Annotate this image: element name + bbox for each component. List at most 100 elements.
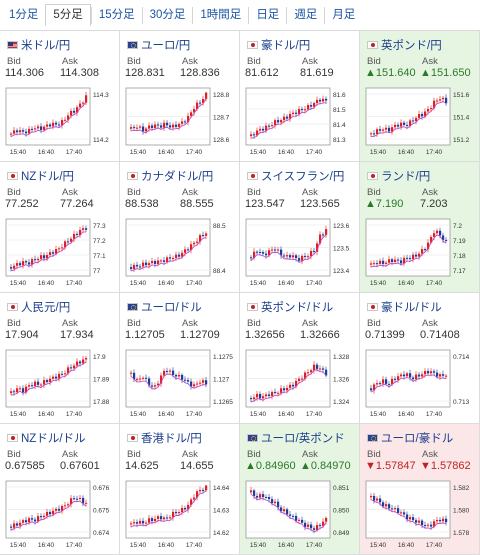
mini-chart[interactable]: 1.582 1.580 1.578 15:40 16:40 17:40	[364, 478, 476, 554]
rate-card[interactable]: 香港ドル/円 Bid Ask 14.625 14.655 14.64 14.63 14.62 1…	[120, 424, 240, 555]
candle-body	[421, 249, 424, 254]
pair-link[interactable]: カナダドル/円	[127, 168, 213, 184]
pair-link[interactable]: 豪ドル/円	[247, 37, 310, 53]
rate-card[interactable]: カナダドル/円 Bid Ask 88.538 88.555 88.5 88.4 15:40 16…	[120, 162, 240, 293]
candle-body	[199, 102, 202, 104]
pair-name[interactable]: 英ポンド/ドル	[261, 302, 334, 314]
rate-card[interactable]: ユーロ/円 Bid Ask 128.831 128.836 128.8 128.7 128.6…	[120, 31, 240, 162]
candle-body	[406, 514, 409, 520]
pair-name[interactable]: NZドル/ドル	[21, 433, 86, 445]
rate-card[interactable]: ランド/円 Bid Ask ▲7.190 7.203 7.2 7.19 7.18 7.17 15:…	[360, 162, 480, 293]
pair-link[interactable]: 人民元/円	[7, 299, 70, 315]
ask-label: Ask	[302, 56, 318, 67]
candle-body	[322, 234, 325, 236]
mini-chart[interactable]: 114.3 114.2 15:40 16:40 17:40	[4, 85, 116, 161]
pair-name[interactable]: 香港ドル/円	[141, 433, 202, 445]
tab-7[interactable]: 月足	[324, 6, 362, 24]
candle-body	[31, 259, 34, 265]
rate-card[interactable]: 米ドル/円 Bid Ask 114.306 114.308 114.3 114.2 15:40…	[0, 31, 120, 162]
candle-body	[22, 520, 25, 523]
mini-chart[interactable]: 7.2 7.19 7.18 7.17 15:40 16:40 17:40	[364, 216, 476, 292]
pair-link[interactable]: NZドル/ドル	[7, 430, 86, 446]
pair-name[interactable]: ユーロ/豪ドル	[381, 433, 454, 445]
mini-chart[interactable]: 81.6 81.5 81.4 81.3 15:40 16:40 17:40	[244, 85, 356, 161]
pair-link[interactable]: ユーロ/円	[127, 37, 190, 53]
candle-body	[394, 378, 397, 380]
candle-body	[424, 111, 427, 117]
pair-link[interactable]: ユーロ/ドル	[127, 299, 202, 315]
rate-card[interactable]: 豪ドル/円 Bid Ask 81.612 81.619 81.6 81.5 81.4 81.3 1…	[240, 31, 360, 162]
candle-body	[265, 394, 268, 397]
pair-name[interactable]: ユーロ/円	[141, 40, 191, 52]
tab-1[interactable]: 5分足	[45, 4, 91, 26]
candle-body	[70, 498, 73, 505]
candle-body	[388, 504, 391, 509]
tab-6[interactable]: 週足	[286, 6, 324, 24]
mini-chart[interactable]: 151.6 151.4 151.2 15:40 16:40 17:40	[364, 85, 476, 161]
pair-link[interactable]: 英ポンド/円	[367, 37, 442, 53]
candle-body	[442, 235, 445, 240]
pair-name[interactable]: 豪ドル/ドル	[381, 302, 442, 314]
rate-card[interactable]: ユーロ/豪ドル Bid Ask ▼1.57847 ▼1.57862 1.582 1.580 1…	[360, 424, 480, 555]
mini-chart[interactable]: 0.714 0.713 15:40 16:40 17:40	[364, 347, 476, 423]
pair-link[interactable]: 香港ドル/円	[127, 430, 202, 446]
mini-chart[interactable]: 77.3 77.2 77.1 77 15:40 16:40 17:40	[4, 216, 116, 292]
y-tick-label: 151.6	[453, 92, 470, 99]
pair-link[interactable]: 米ドル/円	[7, 37, 70, 53]
pair-link[interactable]: ユーロ/豪ドル	[367, 430, 453, 446]
mini-chart[interactable]: 1.328 1.326 1.324 15:40 16:40 17:40	[244, 347, 356, 423]
tab-0[interactable]: 1分足	[9, 8, 39, 21]
pair-link[interactable]: 豪ドル/ドル	[367, 299, 442, 315]
candle-body	[418, 253, 421, 257]
mini-chart[interactable]: 0.851 0.850 0.849 15:40 16:40 17:40	[244, 478, 356, 554]
pair-name[interactable]: 豪ドル/円	[261, 40, 311, 52]
pair-link[interactable]: 英ポンド/ドル	[247, 299, 333, 315]
candle-body	[412, 517, 415, 521]
rate-card[interactable]: ユーロ/英ポンド Bid Ask ▲0.84960 ▲0.84970 0.851 0.850…	[240, 424, 360, 555]
rate-card[interactable]: スイスフラン/円 Bid Ask 123.547 123.565 123.6 123.5 12…	[240, 162, 360, 293]
x-tick-label: 16:40	[158, 411, 175, 418]
pair-name[interactable]: カナダドル/円	[141, 171, 214, 183]
candle-body	[379, 129, 382, 131]
candle-body	[175, 374, 178, 377]
rate-card[interactable]: ユーロ/ドル Bid Ask 1.12705 1.12709 1.1275 1.127 1.1…	[120, 293, 240, 424]
tab-2[interactable]: 15分足	[90, 6, 142, 24]
pair-name[interactable]: 英ポンド/円	[381, 40, 442, 52]
rate-card[interactable]: 人民元/円 Bid Ask 17.904 17.934 17.9 17.89 17.88 15:…	[0, 293, 120, 424]
y-tick-label: 128.7	[213, 115, 230, 122]
mini-chart[interactable]: 123.6 123.5 123.4 15:40 16:40 17:40	[244, 216, 356, 292]
pair-link[interactable]: スイスフラン/円	[247, 168, 344, 184]
y-tick-label: 151.4	[453, 115, 470, 122]
pair-name[interactable]: NZドル/円	[21, 171, 75, 183]
rate-card[interactable]: 英ポンド/円 Bid Ask ▲151.640 ▲151.650 151.6 151.4 15…	[360, 31, 480, 162]
pair-name[interactable]: スイスフラン/円	[261, 171, 345, 183]
pair-name[interactable]: 米ドル/円	[21, 40, 71, 52]
pair-link[interactable]: ランド/円	[367, 168, 430, 184]
rate-card[interactable]: NZドル/ドル Bid Ask 0.67585 0.67601 0.676 0.675 0.6…	[0, 424, 120, 555]
candle-body	[433, 371, 436, 373]
pair-link[interactable]: NZドル/円	[7, 168, 74, 184]
tab-4[interactable]: 1時間足	[192, 6, 248, 24]
pair-link[interactable]: ユーロ/英ポンド	[247, 430, 345, 446]
candle-body	[136, 264, 139, 267]
rate-card[interactable]: 英ポンド/ドル Bid Ask 1.32656 1.32666 1.328 1.326 1.3…	[240, 293, 360, 424]
pair-name[interactable]: 人民元/円	[21, 302, 71, 314]
pair-name[interactable]: ユーロ/英ポンド	[261, 433, 345, 445]
mini-chart[interactable]: 14.64 14.63 14.62 15:40 16:40 17:40	[124, 478, 236, 554]
candle-body	[55, 249, 58, 254]
rate-card[interactable]: 豪ドル/ドル Bid Ask 0.71399 0.71408 0.714 0.713 15:4…	[360, 293, 480, 424]
mini-chart[interactable]: 128.8 128.7 128.6 15:40 16:40 17:40	[124, 85, 236, 161]
x-tick-label: 15:40	[130, 542, 147, 549]
mini-chart[interactable]: 0.676 0.675 0.674 15:40 16:40 17:40	[4, 478, 116, 554]
mini-chart[interactable]: 17.9 17.89 17.88 15:40 16:40 17:40	[4, 347, 116, 423]
candle-body	[283, 509, 286, 512]
candle-body	[31, 128, 34, 130]
mini-chart[interactable]: 88.5 88.4 15:40 16:40 17:40	[124, 216, 236, 292]
pair-name[interactable]: ユーロ/ドル	[141, 302, 202, 314]
tab-3[interactable]: 30分足	[141, 6, 193, 24]
ask-label: Ask	[302, 318, 318, 329]
mini-chart[interactable]: 1.1275 1.127 1.1265 15:40 16:40 17:40	[124, 347, 236, 423]
rate-card[interactable]: NZドル/円 Bid Ask 77.252 77.264 77.3 77.2 77.1 77 15…	[0, 162, 120, 293]
tab-5[interactable]: 日足	[248, 6, 286, 24]
pair-name[interactable]: ランド/円	[381, 171, 431, 183]
